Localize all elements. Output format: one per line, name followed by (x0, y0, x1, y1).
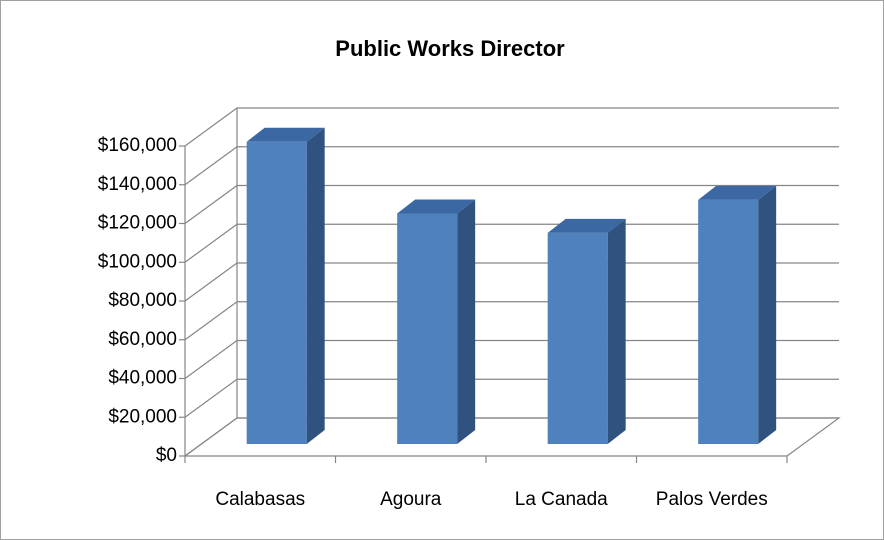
y-tick-label: $120,000 (98, 213, 177, 234)
grid-line (184, 184, 839, 224)
grid-line (184, 417, 839, 457)
y-tick-label: $80,000 (108, 290, 177, 311)
grid-line (184, 301, 839, 341)
y-tick-label: $160,000 (98, 135, 177, 156)
grid-line (184, 262, 839, 302)
x-tick-label: Palos Verdes (656, 489, 768, 510)
y-tick-label: $0 (156, 445, 177, 466)
bar (698, 199, 759, 444)
bar (397, 213, 458, 444)
bar-top (698, 185, 777, 200)
x-tick-label: Agoura (380, 489, 442, 510)
x-tick-label: Calabasas (215, 489, 305, 510)
y-tick-label: $40,000 (108, 368, 177, 389)
grid-line (184, 378, 839, 418)
bar-top (397, 199, 476, 214)
bar-side (457, 199, 476, 444)
bar-side (306, 127, 325, 444)
x-tick-label: La Canada (515, 489, 608, 510)
grid-line (184, 107, 839, 147)
y-tick-label: $100,000 (98, 251, 177, 272)
y-tick-label: $20,000 (108, 406, 177, 427)
bar-side (607, 218, 626, 444)
grid-line (184, 339, 839, 379)
grid-line (184, 223, 839, 263)
bar-top (547, 218, 626, 233)
bar (547, 232, 608, 444)
grid-line (184, 146, 839, 186)
y-tick-label: $140,000 (98, 174, 177, 195)
bar (246, 141, 307, 444)
bar-side (758, 185, 777, 444)
chart-title: Public Works Director (335, 36, 565, 61)
y-tick-label: $60,000 (108, 329, 177, 350)
bar-top (246, 127, 325, 142)
